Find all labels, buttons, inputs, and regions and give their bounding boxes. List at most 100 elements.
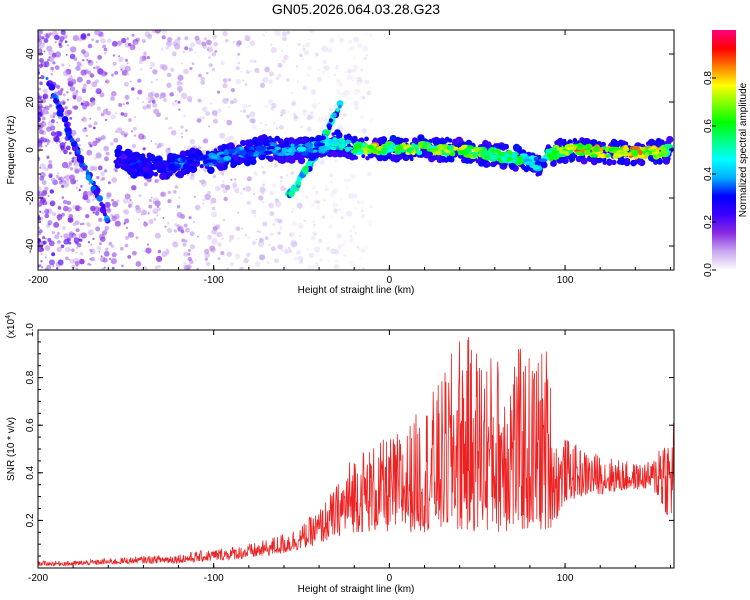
noise-speckle: [79, 223, 82, 226]
noise-speckle: [274, 258, 279, 264]
noise-speckle: [152, 102, 158, 108]
noise-speckle: [92, 211, 96, 214]
noise-speckle: [38, 238, 41, 243]
noise-speckle: [195, 38, 201, 45]
noise-speckle: [187, 248, 191, 252]
noise-speckle: [275, 200, 282, 207]
noise-speckle: [51, 52, 57, 58]
noise-speckle: [356, 200, 361, 205]
noise-speckle: [92, 140, 98, 146]
noise-speckle: [47, 157, 49, 159]
noise-speckle: [341, 250, 344, 253]
noise-speckle: [73, 57, 78, 61]
noise-speckle: [290, 91, 293, 94]
noise-speckle: [326, 47, 333, 53]
noise-speckle: [141, 39, 146, 43]
noise-speckle: [167, 37, 173, 43]
noise-speckle: [202, 202, 205, 205]
ridge-core: [256, 145, 267, 151]
noise-speckle: [102, 44, 107, 49]
noise-speckle: [83, 83, 87, 87]
ridge-halo: [334, 129, 341, 136]
noise-speckle: [94, 30, 100, 36]
ridge-core: [607, 147, 614, 152]
noise-speckle: [120, 112, 125, 116]
noise-speckle: [38, 142, 41, 147]
x-tick-label: -100: [204, 275, 224, 286]
noise-speckle: [89, 117, 92, 120]
noise-speckle: [75, 186, 78, 189]
colorbar-tick-label: 0.6: [703, 119, 714, 133]
noise-speckle: [75, 246, 79, 249]
noise-speckle: [333, 248, 339, 255]
noise-speckle: [270, 106, 275, 111]
noise-speckle: [210, 197, 217, 204]
noise-speckle: [65, 53, 68, 56]
noise-speckle: [183, 114, 186, 117]
noise-speckle: [63, 205, 69, 212]
ridge-core: [119, 154, 128, 159]
noise-speckle: [144, 31, 151, 38]
noise-speckle: [365, 162, 367, 165]
ridge-core: [436, 144, 445, 150]
noise-speckle: [275, 77, 279, 81]
noise-speckle: [38, 87, 42, 91]
noise-speckle: [221, 237, 224, 240]
noise-speckle: [138, 194, 142, 198]
noise-speckle: [86, 190, 93, 197]
ridge-core: [623, 144, 629, 151]
colorbar-gradient: [712, 30, 736, 270]
noise-speckle: [317, 68, 320, 72]
noise-speckle: [93, 121, 98, 126]
noise-speckle: [181, 136, 183, 138]
noise-speckle: [181, 214, 186, 219]
ridge-halo: [409, 157, 414, 162]
noise-speckle: [57, 205, 61, 208]
noise-speckle: [80, 185, 83, 188]
noise-speckle: [136, 97, 140, 100]
noise-speckle: [107, 208, 111, 212]
noise-speckle: [324, 187, 329, 192]
noise-speckle: [62, 93, 66, 97]
noise-speckle: [332, 202, 338, 208]
noise-speckle: [73, 105, 79, 110]
ridge-halo: [298, 157, 306, 165]
ridge-halo: [658, 139, 665, 146]
noise-speckle: [224, 136, 231, 143]
noise-speckle: [38, 95, 42, 99]
noise-speckle: [264, 236, 269, 240]
branch-mark: [46, 82, 50, 86]
noise-speckle: [106, 192, 112, 198]
noise-speckle: [45, 223, 51, 229]
snr-scale-factor: (x104): [5, 312, 17, 339]
noise-speckle: [44, 245, 51, 251]
noise-speckle: [156, 111, 162, 117]
noise-speckle: [299, 234, 301, 237]
noise-speckle: [269, 191, 274, 196]
noise-speckle: [180, 132, 183, 135]
noise-speckle: [321, 45, 328, 52]
noise-speckle: [104, 156, 109, 162]
noise-speckle: [369, 204, 374, 209]
noise-speckle: [212, 34, 217, 39]
noise-speckle: [176, 205, 181, 209]
noise-speckle: [69, 53, 76, 60]
ridge-core: [484, 155, 491, 161]
noise-speckle: [123, 112, 128, 117]
noise-speckle: [56, 267, 59, 270]
noise-speckle: [106, 108, 108, 111]
noise-speckle: [188, 216, 192, 220]
noise-speckle: [247, 236, 251, 239]
noise-speckle: [228, 135, 234, 141]
ridge-core: [453, 146, 459, 150]
noise-speckle: [39, 81, 43, 86]
ridge-core: [128, 158, 137, 163]
noise-speckle: [235, 66, 240, 71]
noise-speckle: [360, 68, 364, 72]
noise-speckle: [76, 96, 83, 103]
noise-speckle: [55, 174, 60, 179]
noise-speckle: [237, 186, 239, 189]
noise-speckle: [38, 231, 42, 236]
noise-speckle: [318, 238, 323, 243]
